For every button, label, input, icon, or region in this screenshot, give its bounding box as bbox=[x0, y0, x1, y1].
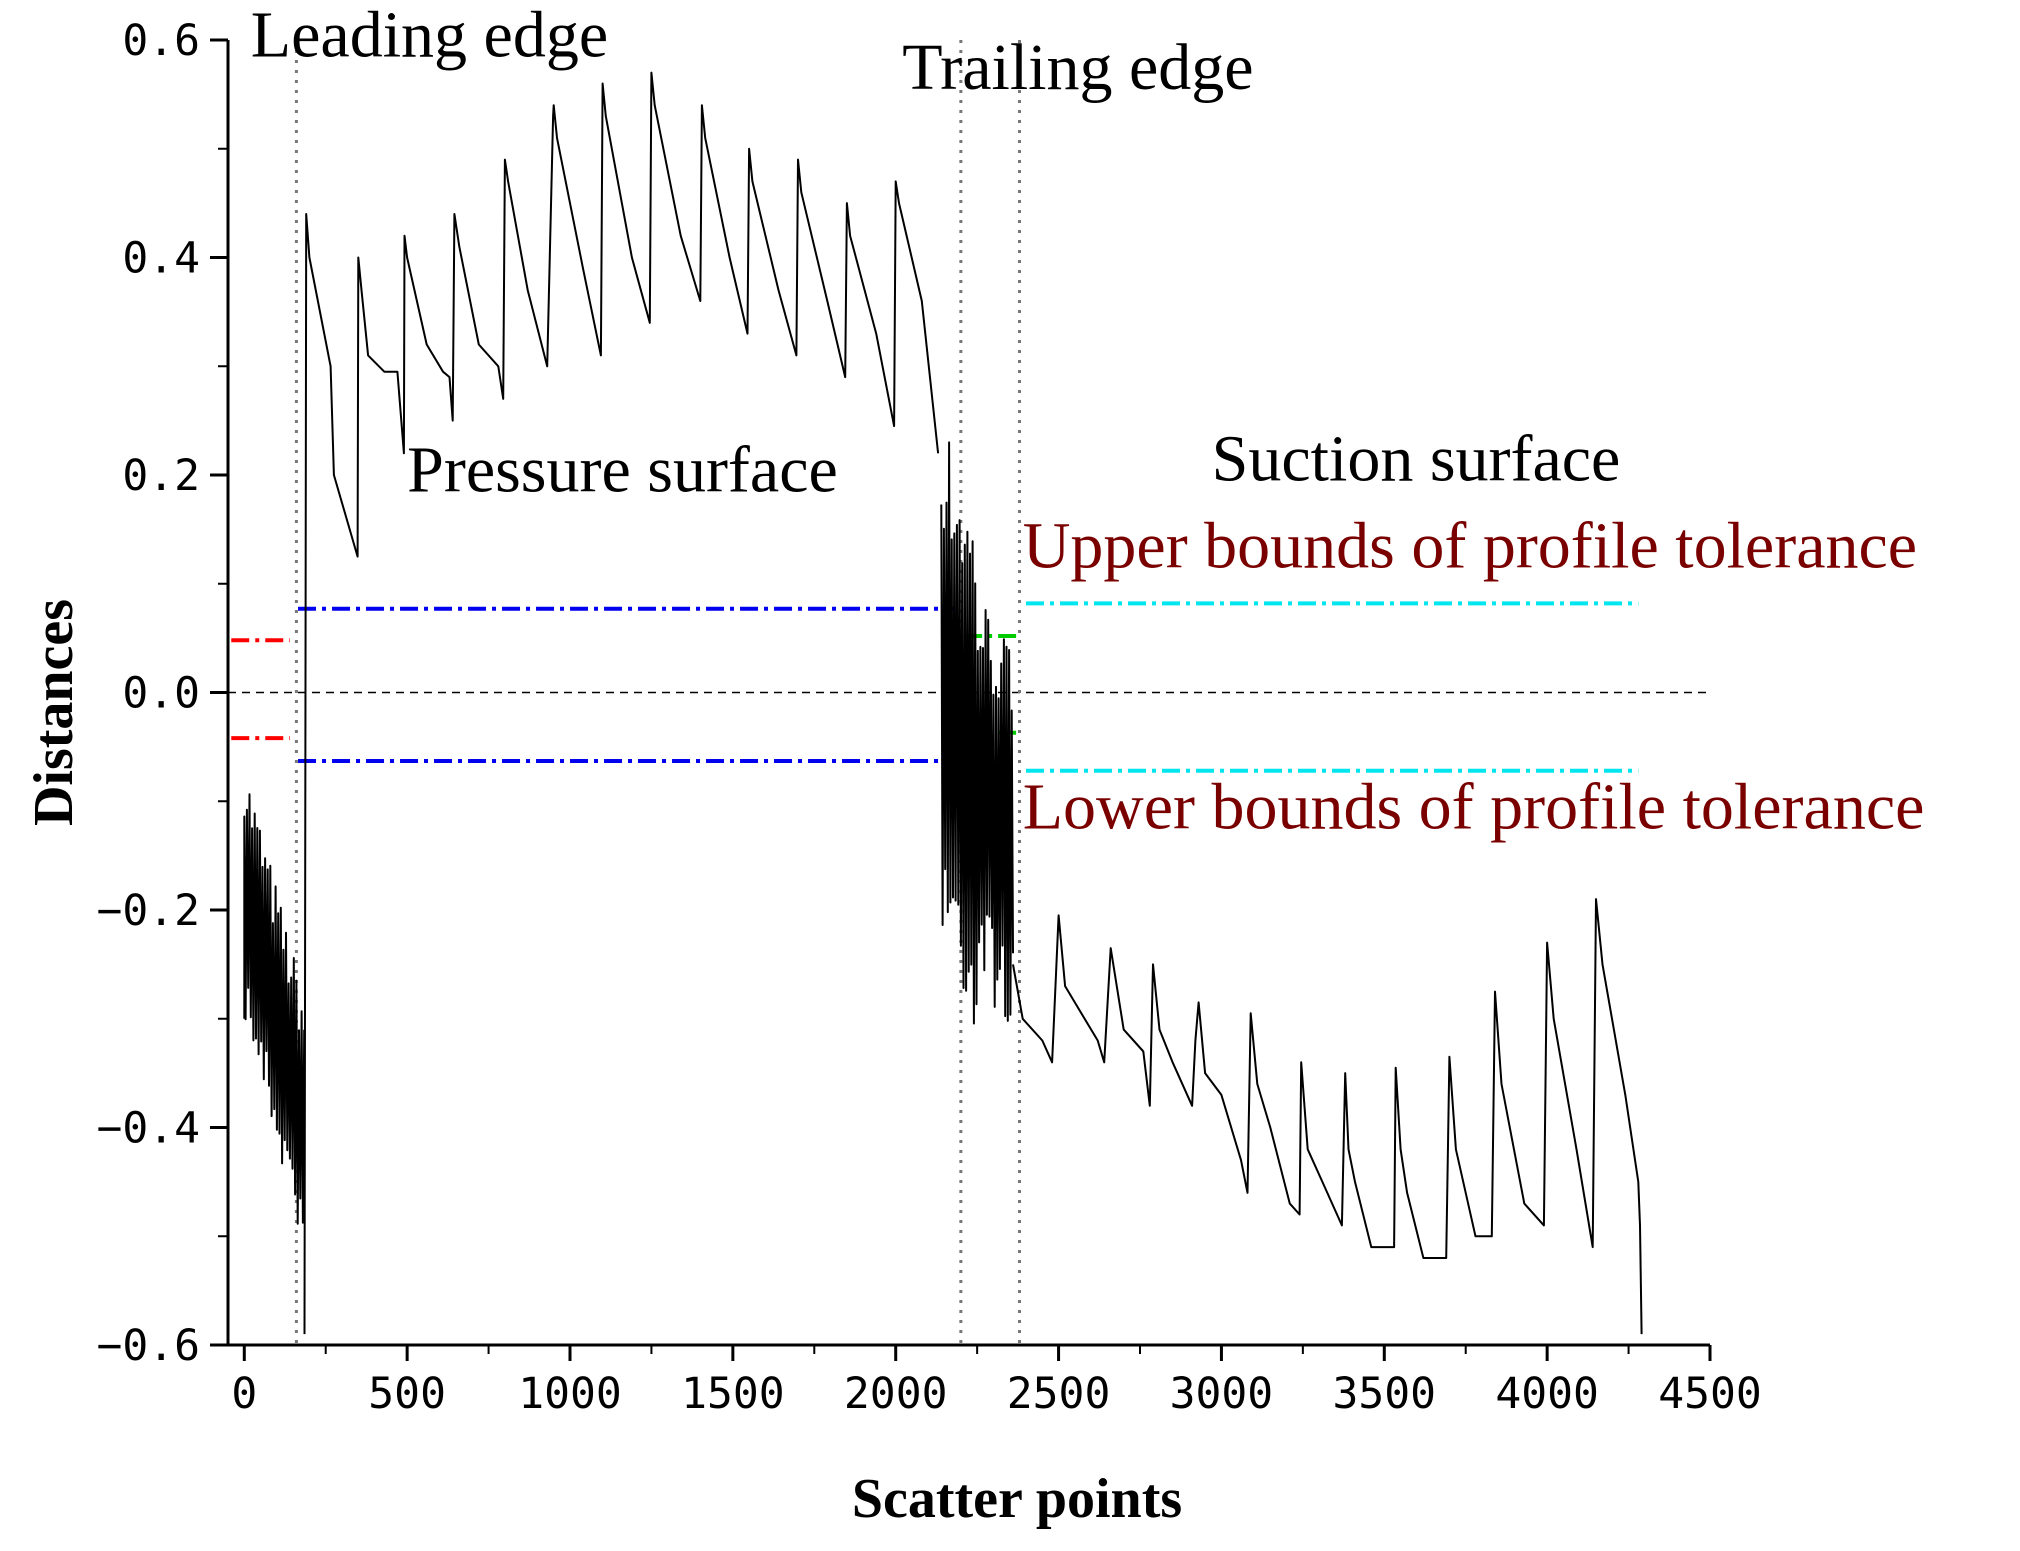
x-tick-label: 3000 bbox=[1170, 1369, 1274, 1419]
axes: 0 500 1000 1500 2000 2500 3000 3500 4000 4500 −0.6… bbox=[23, 16, 1762, 1530]
plot-area bbox=[228, 40, 1710, 1345]
y-tick-label: 0.6 bbox=[122, 16, 200, 66]
y-tick-label: 0.0 bbox=[122, 669, 200, 719]
x-tick-label: 2000 bbox=[844, 1369, 948, 1419]
x-tick-label: 2500 bbox=[1007, 1369, 1111, 1419]
region-label: Suction surface bbox=[1212, 422, 1621, 495]
trailing-edge-oscillation-line bbox=[940, 441, 1014, 1025]
x-tick-label: 3500 bbox=[1333, 1369, 1437, 1419]
x-tick-label: 500 bbox=[368, 1369, 446, 1419]
x-axis-title: Scatter points bbox=[852, 1468, 1182, 1530]
y-tick-label: 0.4 bbox=[122, 234, 200, 284]
x-tick-label: 4500 bbox=[1658, 1369, 1762, 1419]
y-tick-label: 0.2 bbox=[122, 451, 200, 501]
x-tick-label: 1000 bbox=[518, 1369, 622, 1419]
y-tick-label: −0.2 bbox=[96, 886, 200, 936]
lower-bound-label: Lower bounds of profile tolerance bbox=[1023, 770, 1925, 843]
region-label: Leading edge bbox=[251, 0, 608, 71]
suction-surface-line bbox=[1012, 898, 1643, 1335]
x-tick-label: 4000 bbox=[1495, 1369, 1599, 1419]
y-tick-label: −0.4 bbox=[96, 1104, 200, 1154]
y-axis-title: Distances bbox=[23, 599, 85, 826]
leading-edge-oscillation-line bbox=[243, 793, 306, 1225]
pressure-surface-line bbox=[303, 71, 940, 1335]
x-tick-label: 1500 bbox=[681, 1369, 785, 1419]
upper-bound-label: Upper bounds of profile tolerance bbox=[1023, 509, 1917, 582]
y-tick-label: −0.6 bbox=[96, 1321, 200, 1371]
region-label: Trailing edge bbox=[902, 31, 1253, 104]
region-label: Pressure surface bbox=[407, 433, 838, 506]
annotations: Leading edge Trailing edge Pressure surfac… bbox=[251, 0, 1925, 843]
x-tick-label: 0 bbox=[231, 1369, 257, 1419]
